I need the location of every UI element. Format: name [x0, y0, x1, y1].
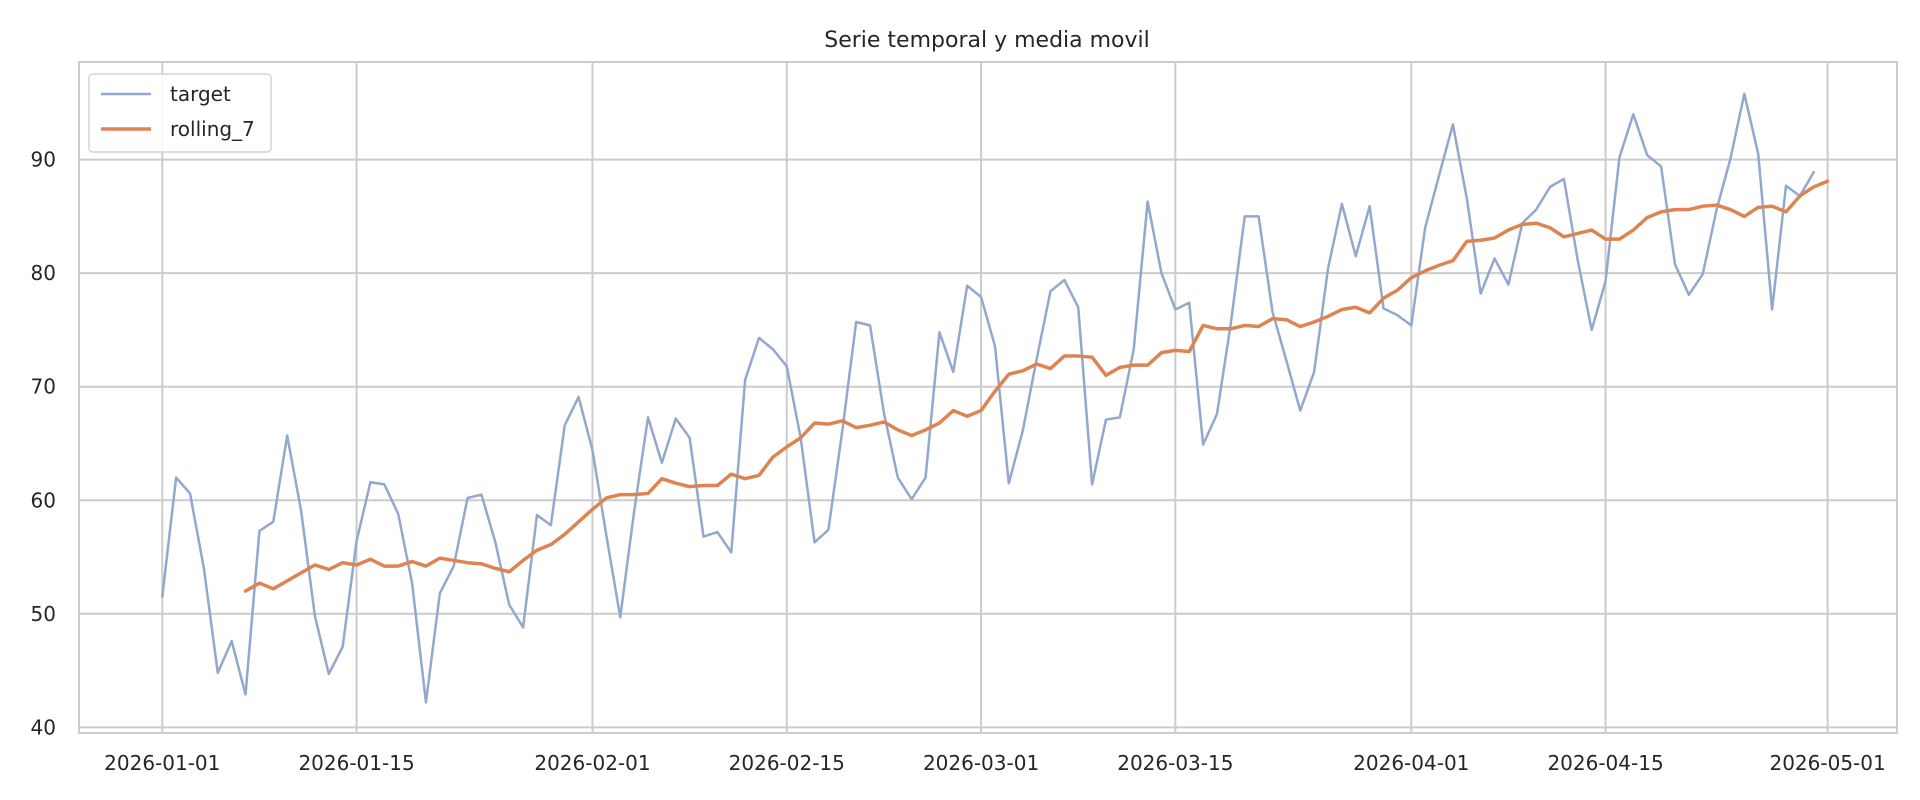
x-tick-label: 2026-05-01 [1769, 751, 1885, 775]
chart-title: Serie temporal y media movil [824, 28, 1150, 53]
legend-label-target: target [170, 82, 231, 106]
x-tick-label: 2026-03-01 [923, 751, 1039, 775]
y-tick-label: 50 [31, 602, 56, 626]
y-axis-ticks: 40 50 60 70 80 90 [31, 148, 56, 740]
y-tick-label: 90 [31, 148, 56, 172]
x-tick-label: 2026-01-01 [104, 751, 220, 775]
grid [79, 62, 1897, 733]
y-tick-label: 40 [31, 715, 56, 739]
legend: target rolling_7 [88, 73, 272, 153]
series-line-rolling-7 [243, 179, 1830, 593]
x-tick-label: 2026-02-01 [534, 751, 650, 775]
x-tick-label: 2026-01-15 [298, 751, 414, 775]
legend-label-rolling-7: rolling_7 [170, 117, 255, 141]
y-tick-label: 60 [31, 488, 56, 512]
y-tick-label: 70 [31, 375, 56, 399]
plot-frame [78, 61, 1898, 734]
series-line-target [161, 92, 1815, 704]
x-tick-label: 2026-02-15 [729, 751, 845, 775]
x-tick-label: 2026-04-01 [1353, 751, 1469, 775]
x-tick-label: 2026-03-15 [1117, 751, 1233, 775]
y-tick-label: 80 [31, 261, 56, 285]
x-tick-label: 2026-04-15 [1547, 751, 1663, 775]
x-axis-ticks: 2026-01-01 2026-01-15 2026-02-01 2026-02-15… [104, 751, 1886, 775]
series-layer [161, 92, 1830, 704]
